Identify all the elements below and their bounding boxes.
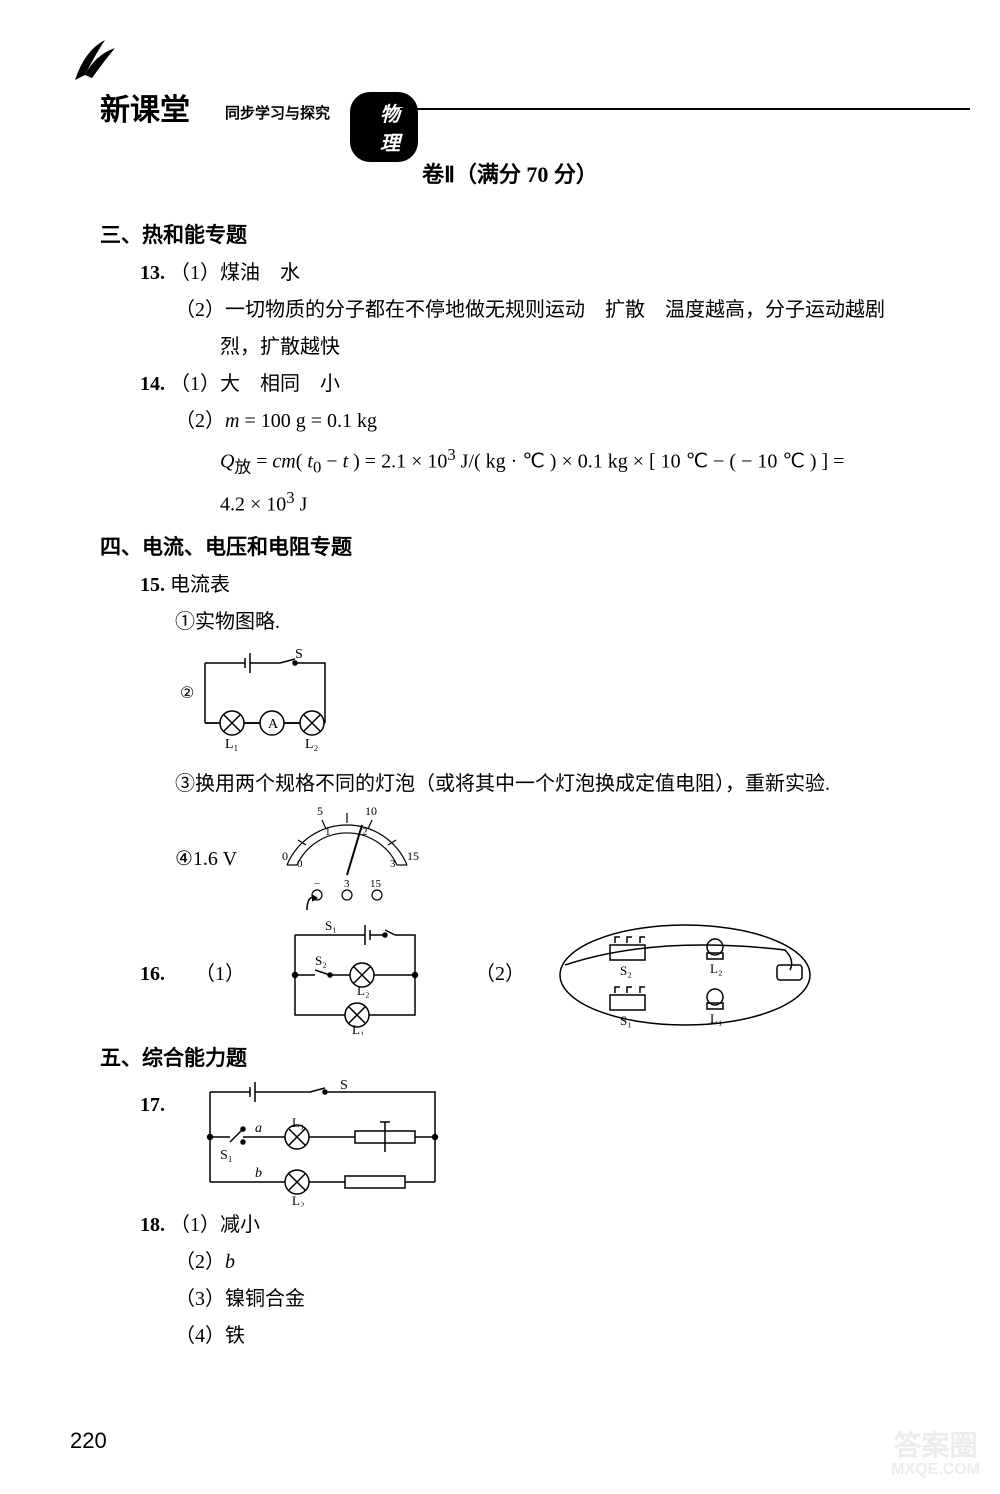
- section-5-title: 五、综合能力题: [100, 1039, 920, 1078]
- logo-main-text: 新课堂: [100, 85, 190, 129]
- q15-c4: ④1.6 V: [175, 841, 237, 878]
- q14-part1: （1）大 相同 小: [170, 373, 340, 395]
- q16-part2: （2）: [475, 956, 525, 993]
- svg-text:2: 2: [362, 826, 368, 838]
- q17-num: 17.: [140, 1087, 165, 1124]
- svg-text:S₂: S₂: [315, 953, 327, 968]
- q18-num: 18.: [140, 1214, 165, 1236]
- circuit-15-2-icon: ② S L₁ A L₂: [175, 643, 355, 753]
- svg-text:−: −: [314, 878, 320, 890]
- q15-c3: ③换用两个规格不同的灯泡（或将其中一个灯泡换成定值电阻），重新实验.: [175, 766, 920, 803]
- logo-main: 新课堂: [100, 94, 190, 127]
- svg-text:S₁: S₁: [325, 918, 337, 933]
- svg-text:3: 3: [390, 858, 396, 870]
- q15-main: 电流表: [170, 574, 230, 596]
- section-3-title: 三、热和能专题: [100, 216, 920, 255]
- svg-text:L₁: L₁: [710, 1011, 722, 1026]
- q17-row: 17. S S₁ a b L₁ L₂: [140, 1077, 920, 1207]
- svg-text:15: 15: [370, 878, 382, 890]
- svg-text:10: 10: [365, 805, 377, 818]
- watermark-l2: MXQE.COM: [891, 1461, 980, 1479]
- svg-text:L₁: L₁: [352, 1022, 364, 1035]
- q16-part1: （1）: [195, 956, 245, 993]
- q15-circuit-diagram: ② S L₁ A L₂: [175, 643, 920, 766]
- circuit-17-icon: S S₁ a b L₁ L₂: [195, 1077, 455, 1207]
- svg-text:S: S: [340, 1078, 348, 1093]
- logo-subtitle: 同步学习与探究: [225, 102, 330, 123]
- q18-p1: （1）减小: [170, 1214, 260, 1236]
- watermark-l1: 答案圈: [891, 1431, 980, 1462]
- svg-text:S₂: S₂: [620, 963, 632, 978]
- q15-c1: ①实物图略.: [175, 604, 920, 641]
- logo-swoosh-icon: [70, 30, 130, 90]
- circuit-16-2-icon: S₂ S₁ L₂ L₁: [555, 915, 815, 1035]
- svg-text:1: 1: [325, 826, 331, 838]
- paper-title: 卷Ⅱ（满分 70 分）: [100, 155, 920, 196]
- q15-num: 15.: [140, 574, 165, 596]
- svg-text:0: 0: [297, 858, 303, 870]
- svg-text:S₁: S₁: [620, 1013, 632, 1028]
- svg-text:L₂: L₂: [292, 1193, 304, 1207]
- q14: 14. （1）大 相同 小: [140, 366, 920, 403]
- q16-num: 16.: [140, 956, 165, 993]
- q18-p2: （2）b: [175, 1244, 920, 1281]
- svg-text:L₁: L₁: [292, 1115, 304, 1130]
- svg-text:a: a: [255, 1121, 262, 1136]
- svg-text:0: 0: [282, 849, 288, 863]
- svg-text:5: 5: [317, 805, 323, 818]
- q13-part2: （2）一切物质的分子都在不停地做无规则运动 扩散 温度越高，分子运动越剧烈，扩散…: [220, 292, 920, 366]
- page-number: 220: [70, 1428, 107, 1454]
- header-logo: 新课堂 同步学习与探究 物理: [70, 30, 400, 120]
- svg-text:b: b: [255, 1166, 262, 1181]
- svg-text:L₂: L₂: [357, 983, 369, 998]
- svg-text:L₂: L₂: [305, 737, 319, 752]
- svg-text:L₂: L₂: [710, 961, 722, 976]
- header-rule: [400, 108, 970, 110]
- section-4-title: 四、电流、电压和电阻专题: [100, 528, 920, 567]
- q15: 15. 电流表: [140, 567, 920, 604]
- watermark: 答案圈 MXQE.COM: [891, 1431, 980, 1479]
- svg-text:A: A: [268, 717, 279, 732]
- svg-text:L₁: L₁: [225, 737, 238, 752]
- svg-text:15: 15: [407, 849, 419, 863]
- logo-badge: 物理: [350, 92, 418, 162]
- q14-p2-l3: 4.2 × 103 J: [220, 483, 920, 524]
- q18-p4: （4）铁: [175, 1318, 920, 1355]
- q18: 18. （1）减小: [140, 1207, 920, 1244]
- circuit-16-1-icon: S₁ S₂ L₂ L₁: [275, 915, 445, 1035]
- q13-part1: （1）煤油 水: [170, 262, 300, 284]
- q14-p2-l1: （2）m = 100 g = 0.1 kg: [175, 403, 920, 440]
- page-content: 卷Ⅱ（满分 70 分） 三、热和能专题 13. （1）煤油 水 （2）一切物质的…: [100, 155, 920, 1355]
- svg-text:②: ②: [180, 685, 194, 702]
- svg-text:S₁: S₁: [220, 1148, 233, 1163]
- svg-text:3: 3: [344, 878, 350, 890]
- q14-p2-l2: Q放 = cm( t0 − t ) = 2.1 × 103 J/( kg · ℃…: [220, 440, 920, 483]
- q18-p3: （3）镍铜合金: [175, 1281, 920, 1318]
- q15-voltmeter-diagram: ④1.6 V 0 5 10 15 0 1 2 3: [175, 805, 920, 915]
- q16-row: 16. （1） S₁ S₂ L₂ L₁ （2）: [140, 915, 920, 1035]
- q13: 13. （1）煤油 水: [140, 255, 920, 292]
- q13-num: 13.: [140, 262, 165, 284]
- svg-text:S: S: [295, 647, 303, 662]
- q14-num: 14.: [140, 373, 165, 395]
- voltmeter-icon: 0 5 10 15 0 1 2 3 − 3 15: [247, 805, 447, 915]
